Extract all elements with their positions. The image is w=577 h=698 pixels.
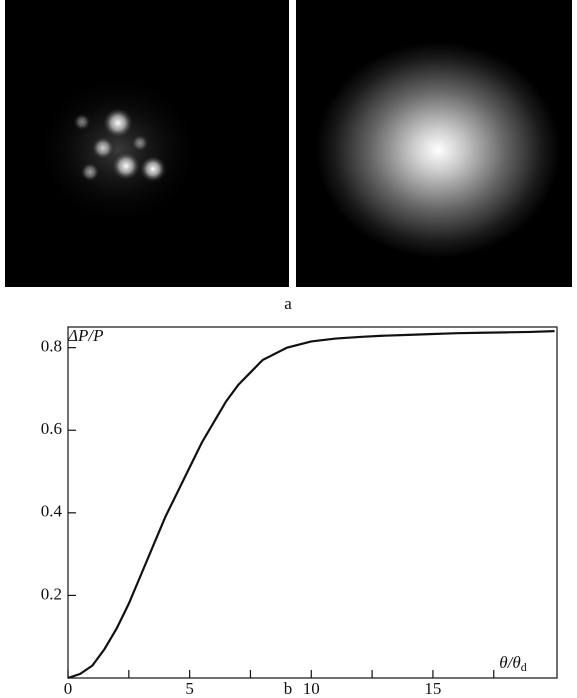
y-axis-label: ΔP/P: [67, 326, 103, 345]
y-tick-label: 0.2: [41, 584, 62, 603]
panel-label: a: [284, 294, 292, 313]
y-tick-label: 0.4: [41, 502, 63, 521]
x-axis-label-sub: d: [521, 660, 527, 674]
beam-image: [296, 0, 572, 287]
x-axis-label: θ/θd: [499, 653, 526, 674]
x-tick-label: 5: [185, 679, 194, 698]
x-tick-label: 15: [424, 679, 441, 698]
curve: [67, 330, 555, 680]
speckle-image: [5, 0, 289, 287]
plot-frame: [67, 326, 558, 679]
y-tick-label: 0.8: [41, 337, 62, 356]
panel-label: b: [284, 679, 293, 698]
x-tick-label: 10: [303, 679, 320, 698]
x-axis-label-main: θ/θ: [499, 653, 520, 672]
x-tick-label: 0: [64, 679, 73, 698]
y-tick-label: 0.6: [41, 419, 62, 438]
